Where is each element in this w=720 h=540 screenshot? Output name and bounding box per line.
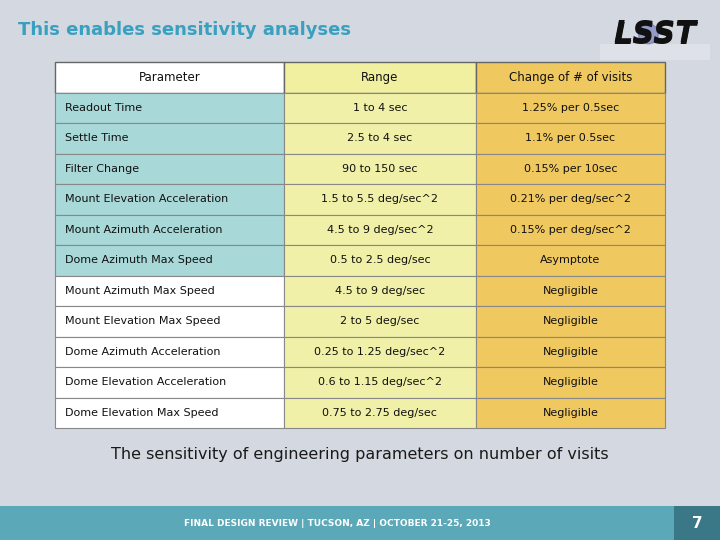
Bar (284, 123, 476, 153)
Bar (600, 44, 710, 60)
Bar (55, 184, 284, 214)
Text: Mount Elevation Acceleration: Mount Elevation Acceleration (65, 194, 228, 204)
Text: 0.15% per 10sec: 0.15% per 10sec (523, 164, 617, 174)
Text: Negligible: Negligible (542, 347, 598, 357)
Text: Negligible: Negligible (542, 408, 598, 418)
Text: 0.15% per deg/sec^2: 0.15% per deg/sec^2 (510, 225, 631, 235)
Bar (284, 306, 476, 336)
Text: 0.5 to 2.5 deg/sec: 0.5 to 2.5 deg/sec (330, 255, 430, 265)
Bar (476, 214, 665, 245)
Text: 0.75 to 2.75 deg/sec: 0.75 to 2.75 deg/sec (323, 408, 437, 418)
Text: Negligible: Negligible (542, 316, 598, 326)
Bar (284, 367, 476, 397)
Text: Filter Change: Filter Change (65, 164, 139, 174)
Bar (476, 245, 665, 275)
Text: LSST: LSST (613, 19, 696, 49)
Bar (284, 336, 476, 367)
Text: Mount Azimuth Acceleration: Mount Azimuth Acceleration (65, 225, 222, 235)
Text: Dome Azimuth Acceleration: Dome Azimuth Acceleration (65, 347, 220, 357)
Text: 1 to 4 sec: 1 to 4 sec (353, 103, 407, 113)
Bar (674, 506, 720, 540)
Bar (0, 506, 674, 540)
Bar (284, 397, 476, 428)
Text: 7: 7 (692, 516, 702, 530)
Text: 1.1% per 0.5sec: 1.1% per 0.5sec (526, 133, 616, 143)
Text: 4.5 to 9 deg/sec^2: 4.5 to 9 deg/sec^2 (326, 225, 433, 235)
Text: Range: Range (361, 71, 398, 84)
Text: Settle Time: Settle Time (65, 133, 128, 143)
Text: Asymptote: Asymptote (540, 255, 600, 265)
Text: Dome Azimuth Max Speed: Dome Azimuth Max Speed (65, 255, 212, 265)
Circle shape (639, 24, 658, 44)
Bar (284, 214, 476, 245)
Text: 0.25 to 1.25 deg/sec^2: 0.25 to 1.25 deg/sec^2 (314, 347, 446, 357)
Text: The sensitivity of engineering parameters on number of visits: The sensitivity of engineering parameter… (111, 448, 609, 462)
Text: FINAL DESIGN REVIEW | TUCSON, AZ | OCTOBER 21-25, 2013: FINAL DESIGN REVIEW | TUCSON, AZ | OCTOB… (184, 518, 490, 528)
Bar (55, 275, 284, 306)
Bar (284, 245, 476, 275)
Bar (55, 92, 284, 123)
Text: 90 to 150 sec: 90 to 150 sec (342, 164, 418, 174)
Bar (476, 92, 665, 123)
Bar (284, 92, 476, 123)
Bar (55, 245, 284, 275)
Bar (476, 397, 665, 428)
Text: 2 to 5 deg/sec: 2 to 5 deg/sec (340, 316, 420, 326)
Text: 0.21% per deg/sec^2: 0.21% per deg/sec^2 (510, 194, 631, 204)
Text: Parameter: Parameter (138, 71, 200, 84)
Bar (284, 62, 476, 92)
Text: Readout Time: Readout Time (65, 103, 142, 113)
Bar (284, 184, 476, 214)
Text: Dome Elevation Acceleration: Dome Elevation Acceleration (65, 377, 226, 387)
Text: This enables sensitivity analyses: This enables sensitivity analyses (18, 21, 351, 39)
Bar (55, 62, 284, 92)
Text: LSST: LSST (613, 21, 696, 50)
Bar (476, 153, 665, 184)
Bar (476, 62, 665, 92)
Text: 0.6 to 1.15 deg/sec^2: 0.6 to 1.15 deg/sec^2 (318, 377, 442, 387)
Bar (284, 153, 476, 184)
Text: Negligible: Negligible (542, 286, 598, 296)
Text: Dome Elevation Max Speed: Dome Elevation Max Speed (65, 408, 218, 418)
Text: Mount Elevation Max Speed: Mount Elevation Max Speed (65, 316, 220, 326)
Bar (284, 275, 476, 306)
Bar (476, 123, 665, 153)
Bar (55, 153, 284, 184)
Text: Negligible: Negligible (542, 377, 598, 387)
Text: 1.5 to 5.5 deg/sec^2: 1.5 to 5.5 deg/sec^2 (321, 194, 438, 204)
Bar (476, 184, 665, 214)
Bar (55, 306, 284, 336)
Text: 2.5 to 4 sec: 2.5 to 4 sec (347, 133, 413, 143)
Bar (476, 306, 665, 336)
Bar (55, 336, 284, 367)
Text: Mount Azimuth Max Speed: Mount Azimuth Max Speed (65, 286, 215, 296)
Bar (55, 367, 284, 397)
Bar (476, 367, 665, 397)
Text: 1.25% per 0.5sec: 1.25% per 0.5sec (522, 103, 619, 113)
Bar (55, 214, 284, 245)
Bar (55, 123, 284, 153)
Bar (55, 397, 284, 428)
Bar (476, 275, 665, 306)
Text: 4.5 to 9 deg/sec: 4.5 to 9 deg/sec (335, 286, 425, 296)
Bar (476, 336, 665, 367)
Text: Change of # of visits: Change of # of visits (509, 71, 632, 84)
